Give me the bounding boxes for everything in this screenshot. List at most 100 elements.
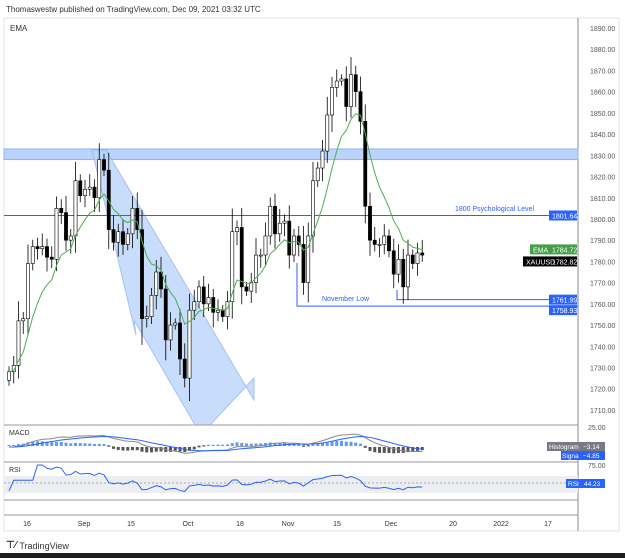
candle-body xyxy=(197,286,201,303)
candle-body xyxy=(406,254,410,288)
symbol-tag-bg xyxy=(523,256,549,267)
macd-histogram-bar xyxy=(173,447,177,452)
macd-histogram-bar xyxy=(135,447,139,451)
rsi-axis-label: 75.00 xyxy=(588,463,606,470)
signal-line xyxy=(8,435,423,452)
candle-body xyxy=(121,231,125,245)
price-tick-label: 1820.00 xyxy=(590,175,615,182)
candle-body xyxy=(111,229,116,243)
macd-histogram-bar xyxy=(240,442,244,446)
candle-body xyxy=(382,235,387,245)
candle-body xyxy=(144,316,149,320)
candle-body xyxy=(301,244,306,283)
candle-body xyxy=(235,227,239,233)
candle-body xyxy=(349,74,353,107)
candle-body xyxy=(344,78,349,107)
candle-body xyxy=(263,235,268,256)
ema-name-tag: EMA xyxy=(533,247,549,254)
candle-body xyxy=(30,246,35,264)
macd-histogram-bar xyxy=(74,442,77,446)
macd-histogram-bar xyxy=(268,442,272,446)
macd-histogram-bar xyxy=(55,441,58,446)
macd-histogram-bar xyxy=(330,441,334,446)
macd-histogram-bar xyxy=(216,444,220,446)
candle-body xyxy=(83,188,87,196)
macd-histogram-bar xyxy=(373,447,377,453)
candle-body xyxy=(387,235,391,252)
candle-body xyxy=(163,288,168,341)
tradingview-logo[interactable]: ⊤⁄ TradingView xyxy=(6,540,69,551)
rsi-label: RSI xyxy=(568,481,579,488)
date-tick-label: 2022 xyxy=(493,521,509,528)
resistance-zone xyxy=(3,148,579,161)
macd-histogram-bar xyxy=(50,442,54,446)
ema-name-tag-bg xyxy=(530,244,549,255)
ema-line xyxy=(8,113,423,373)
macd-histogram-bar xyxy=(102,444,106,446)
macd-histogram-bar xyxy=(88,443,92,446)
macd-histogram-bar xyxy=(340,440,343,446)
macd-histogram-bar xyxy=(292,444,296,446)
candle-body xyxy=(182,358,187,379)
macd-histogram-bar xyxy=(359,443,362,446)
macd-histogram-bar xyxy=(64,442,68,446)
candle-body xyxy=(49,256,54,260)
macd-histogram-bar xyxy=(411,447,415,452)
candle-body xyxy=(334,80,339,88)
low-tag-2: 1758.93 xyxy=(552,308,577,315)
candle-body xyxy=(315,167,320,182)
macd-histogram-bar xyxy=(387,447,391,454)
ema-price-tag-bg xyxy=(549,244,577,255)
price-chart[interactable]: 1890.00 1880.00 1870.00 1860.00 1850.00 1840.… xyxy=(0,0,625,535)
macd-histogram-bar xyxy=(169,447,172,452)
macd-histogram-bar xyxy=(7,445,11,446)
candle-body xyxy=(258,254,263,257)
date-tick-label: 17 xyxy=(544,521,552,528)
candle-body xyxy=(159,271,163,290)
macd-histogram-bar xyxy=(245,443,248,446)
candle-body xyxy=(363,121,368,207)
macd-histogram-bar xyxy=(302,445,305,447)
macd-histogram-bar xyxy=(150,447,153,453)
price-tick-label: 1760.00 xyxy=(590,302,615,309)
candle-body xyxy=(268,205,273,237)
macd-histogram-bar xyxy=(297,444,301,446)
psych-level-tag-bg xyxy=(549,210,577,221)
candle-body xyxy=(377,244,382,246)
candle-body xyxy=(220,309,225,317)
macd-histogram-bar xyxy=(406,447,410,453)
macd-histogram-bar xyxy=(93,444,96,446)
ema-price-tag: 1784.72 xyxy=(552,247,577,254)
candle-body xyxy=(287,220,292,256)
candle-body xyxy=(173,322,178,326)
descending-channel xyxy=(91,149,255,426)
macd-histogram-bar xyxy=(392,447,396,454)
macd-histogram-bar xyxy=(259,443,263,446)
macd-histogram-bar xyxy=(321,442,324,446)
candle-body xyxy=(187,309,192,379)
psych-level-tag: 1801.64 xyxy=(552,213,577,220)
candle-body xyxy=(106,169,111,230)
publish-info: Thomaswestw published on TradingView.com… xyxy=(6,5,261,14)
macd-histogram-bar xyxy=(126,447,130,451)
date-tick-label: 20 xyxy=(449,521,457,528)
rsi-value: 44.23 xyxy=(584,481,601,488)
macd-histogram-bar xyxy=(140,447,144,452)
candle-body xyxy=(277,222,282,235)
price-tick-label: 1740.00 xyxy=(590,344,615,351)
macd-histogram-bar xyxy=(311,444,315,446)
date-tick-label: Oct xyxy=(183,521,194,528)
brand-name: TradingView xyxy=(19,540,69,551)
candle-body xyxy=(154,271,159,296)
candle-body xyxy=(168,324,173,341)
macd-title: MACD xyxy=(9,430,30,437)
candle-body xyxy=(73,180,78,237)
candle-body xyxy=(358,91,363,122)
candle-body xyxy=(244,286,249,292)
histogram-value: −3.14 xyxy=(583,444,600,451)
candle-body xyxy=(11,365,16,373)
candle-body xyxy=(26,263,30,320)
macd-histogram-bar xyxy=(145,447,149,453)
candle-body xyxy=(201,286,206,305)
